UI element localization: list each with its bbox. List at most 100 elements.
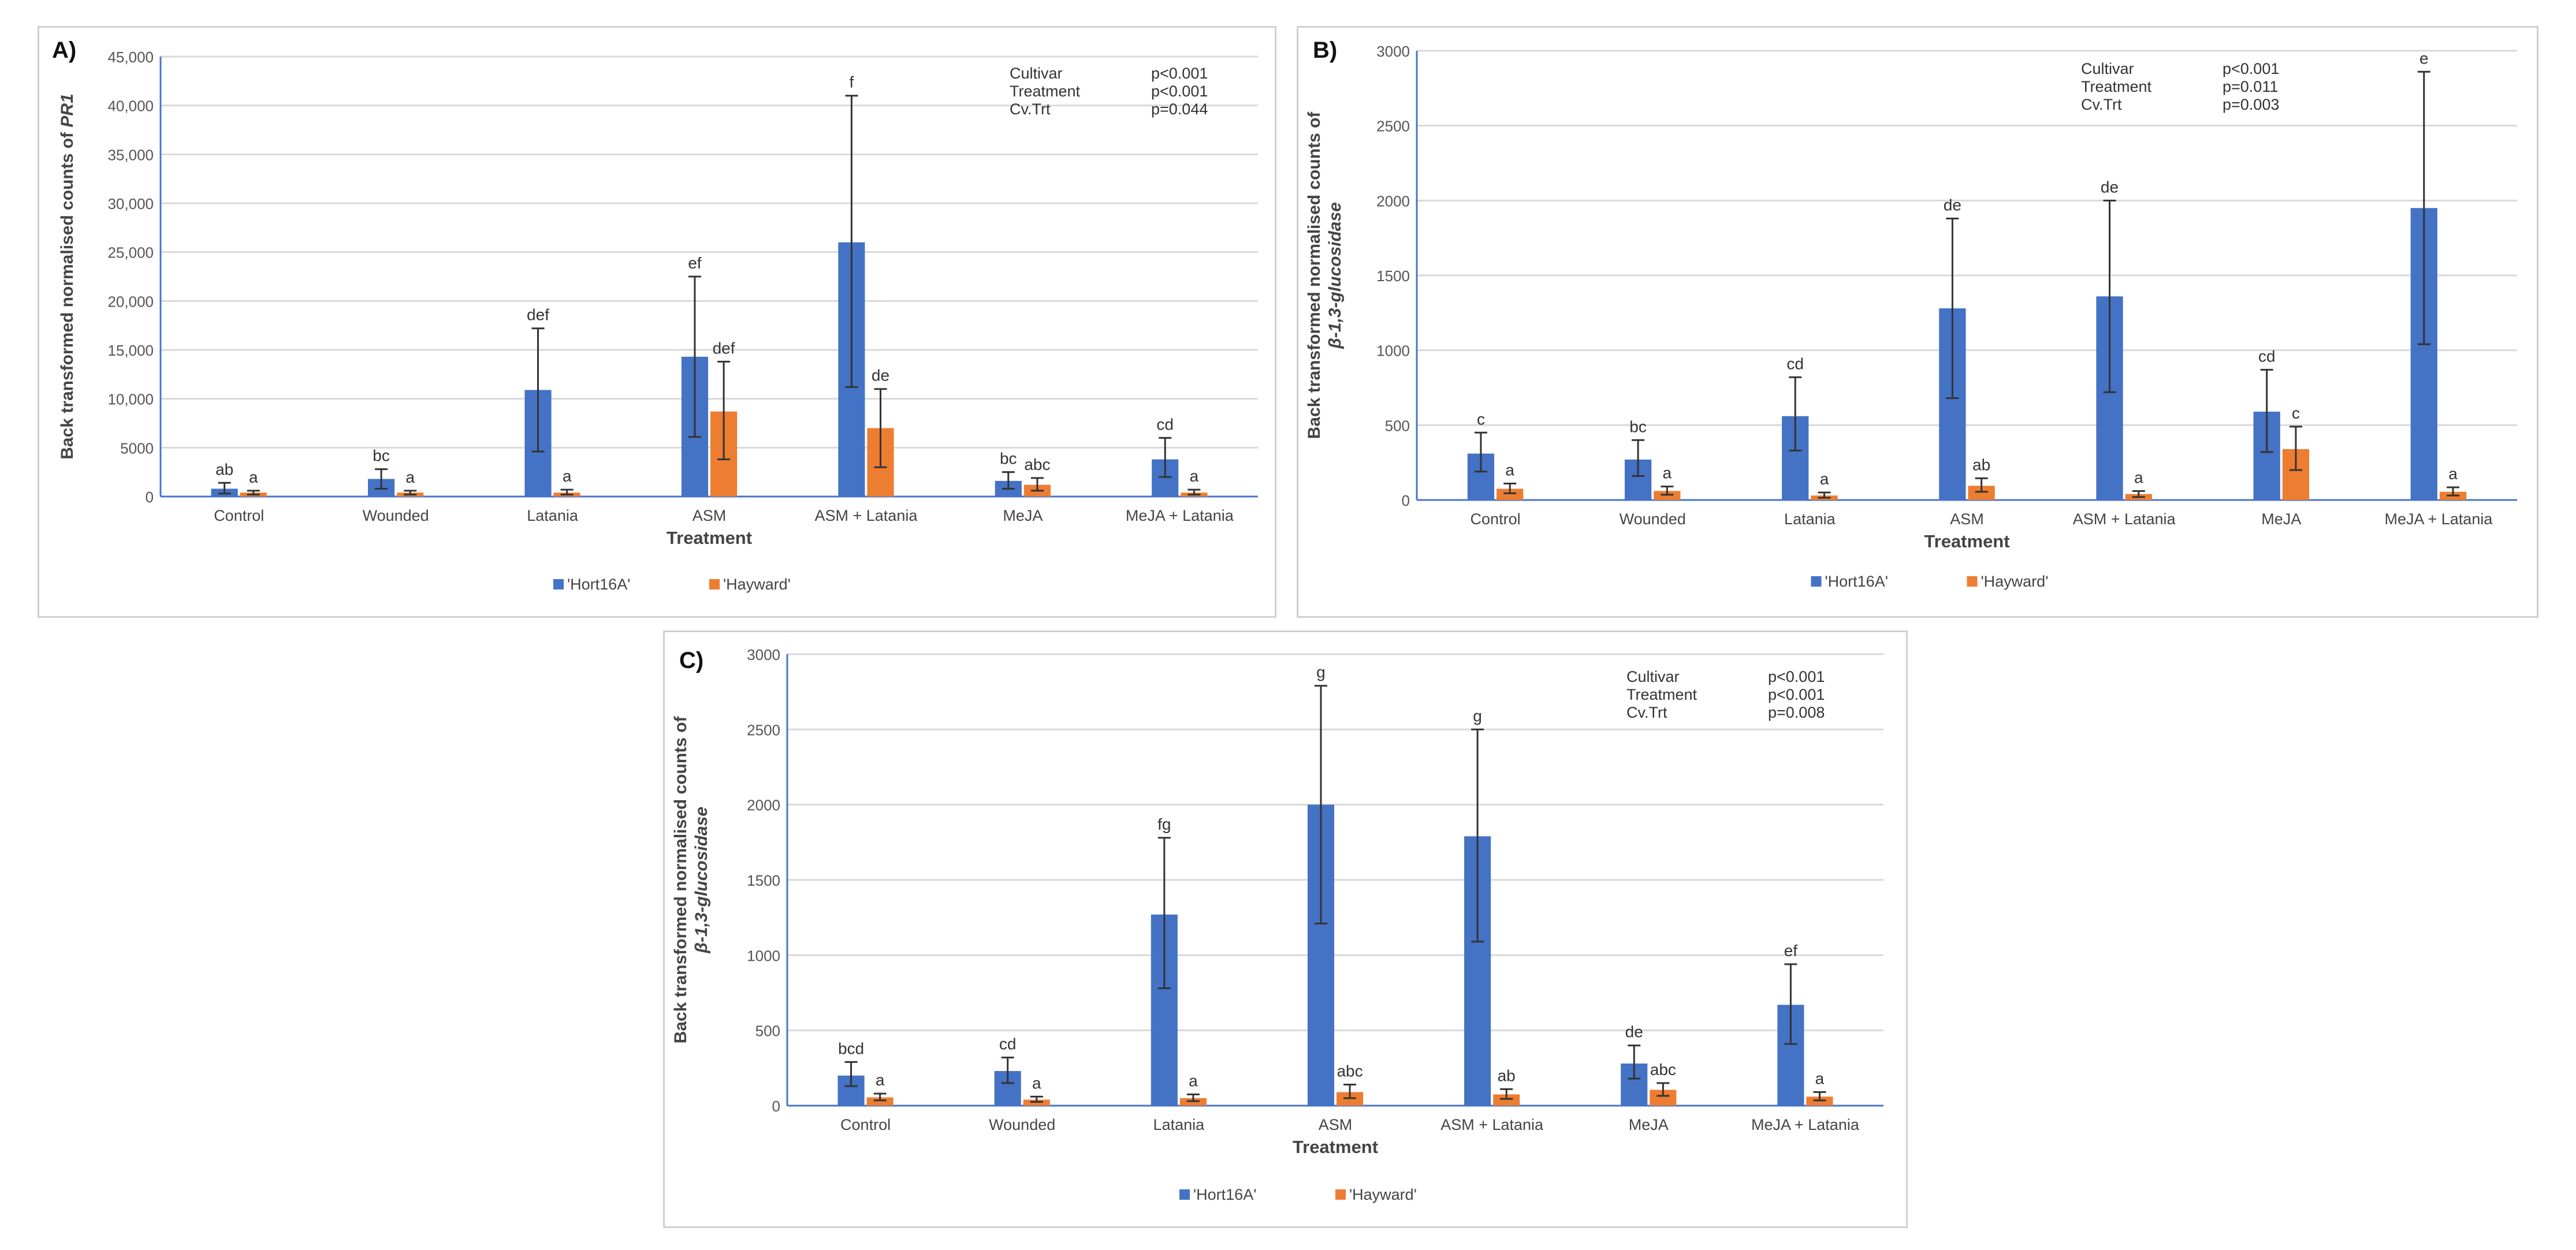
legend-swatch <box>553 579 564 589</box>
x-tick-label: Wounded <box>989 1116 1055 1133</box>
significance-label: de <box>2101 178 2119 196</box>
stats-term: Cultivar <box>1626 668 1680 685</box>
significance-label: a <box>1189 1072 1198 1089</box>
stats-p-value: p<0.001 <box>1768 686 1825 703</box>
legend-swatch <box>1811 576 1822 587</box>
y-axis-title-prefix: Back transformed normalised counts of <box>58 128 77 460</box>
stats-term: Cv.Trt <box>1626 704 1667 721</box>
y-tick-label: 3000 <box>1376 43 1410 60</box>
significance-label: bc <box>1629 417 1647 435</box>
x-axis-title: Treatment <box>1293 1137 1378 1157</box>
panel-label: C) <box>679 648 703 673</box>
stats-term: Cultivar <box>1010 65 1063 82</box>
y-axis-title: Back transformed normalised counts of β-1… <box>1305 111 1345 439</box>
y-axis-title-prefix: Back transformed normalised counts of <box>671 716 690 1044</box>
significance-label: bc <box>1000 450 1017 468</box>
y-tick-label: 2500 <box>747 721 780 738</box>
significance-label: f <box>849 73 854 91</box>
y-tick-label: 2500 <box>1376 118 1410 135</box>
chart-c: 050010001500200025003000bcdaControlcdaWo… <box>671 646 1883 1203</box>
stats-term: Cv.Trt <box>1010 100 1051 118</box>
significance-label: abc <box>1024 456 1050 473</box>
significance-label: cd <box>1786 355 1804 372</box>
significance-label: cd <box>1156 415 1174 433</box>
legend-label: 'Hayward' <box>1349 1186 1417 1203</box>
significance-label: ab <box>1498 1066 1516 1084</box>
significance-label: a <box>249 468 258 486</box>
significance-label: a <box>876 1071 885 1089</box>
significance-label: de <box>1944 196 1961 214</box>
legend-label: 'Hort16A' <box>1193 1186 1256 1203</box>
significance-label: a <box>563 467 572 485</box>
panel-label: B) <box>1313 38 1337 63</box>
stats-p-value: p<0.001 <box>1151 83 1208 100</box>
stats-p-value: p<0.001 <box>2223 60 2279 77</box>
significance-label: def <box>713 339 735 357</box>
y-tick-label: 0 <box>772 1098 780 1115</box>
stats-term: Treatment <box>2081 78 2152 95</box>
legend-label: 'Hort16A' <box>567 576 630 593</box>
stats-p-value: p=0.008 <box>1768 704 1825 721</box>
stats-term: Treatment <box>1010 83 1081 100</box>
y-tick-label: 1500 <box>1376 267 1410 285</box>
significance-label: ab <box>1972 456 1990 473</box>
y-axis-title: Back transformed normalised counts of β-1… <box>671 716 711 1044</box>
y-tick-label: 3000 <box>747 646 780 663</box>
y-tick-label: 15,000 <box>107 342 154 359</box>
x-tick-label: MeJA + Latania <box>1751 1116 1860 1133</box>
y-tick-label: 0 <box>1402 492 1410 509</box>
significance-label: bcd <box>838 1039 864 1057</box>
x-tick-label: ASM + Latania <box>814 507 918 524</box>
significance-label: a <box>1190 467 1199 485</box>
y-tick-label: 25,000 <box>107 244 154 262</box>
x-tick-label: MeJA <box>2261 510 2301 528</box>
y-tick-label: 0 <box>146 488 154 506</box>
y-tick-label: 500 <box>1385 417 1410 434</box>
x-tick-label: ASM <box>1950 510 1984 528</box>
panel-c: 0 500 1000 1500 2000 2500 3000 bcd a Control cd a Wo… <box>663 630 1908 1228</box>
y-axis-title-gene: PR1 <box>58 94 77 127</box>
significance-label: ef <box>688 254 702 272</box>
legend-swatch <box>1967 576 1978 587</box>
y-tick-label: 1500 <box>747 872 780 889</box>
significance-label: g <box>1473 707 1482 725</box>
legend-label: 'Hayward' <box>1981 573 2049 590</box>
y-tick-label: 35,000 <box>107 146 154 163</box>
significance-label: g <box>1316 663 1326 681</box>
panel-b: 0 500 1000 1500 2000 2500 3000 c a Control bc a Woun… <box>1297 26 2538 618</box>
x-tick-label: MeJA + Latania <box>2384 510 2493 528</box>
significance-label: cd <box>2258 347 2276 365</box>
y-axis-title-prefix: Back transformed normalised counts of <box>1305 111 1324 439</box>
significance-label: c <box>1477 410 1485 428</box>
x-tick-label: Latania <box>527 507 579 524</box>
y-axis-title: Back transformed normalised counts of PR… <box>58 94 77 460</box>
x-axis-title: Treatment <box>1924 531 2009 551</box>
significance-label: a <box>1815 1070 1825 1088</box>
y-tick-label: 40,000 <box>107 98 154 115</box>
stats-term: Cv.Trt <box>2081 96 2122 113</box>
stats-term: Cultivar <box>2081 60 2134 77</box>
legend-label: 'Hort16A' <box>1825 573 1888 590</box>
legend-swatch <box>1179 1189 1190 1200</box>
significance-label: e <box>2419 49 2429 67</box>
x-tick-label: ASM <box>693 507 727 524</box>
significance-label: abc <box>1337 1062 1363 1080</box>
stats-p-value: p=0.044 <box>1151 100 1208 118</box>
bar <box>1497 488 1524 500</box>
legend-label: 'Hayward' <box>723 576 791 593</box>
panel-label: A) <box>52 38 76 63</box>
x-tick-label: ASM + Latania <box>1440 1116 1544 1133</box>
y-axis-title-gene: β-1,3-glucosidase <box>1326 202 1345 349</box>
significance-label: ab <box>215 460 233 478</box>
chart-b: 0 500 1000 1500 2000 2500 3000 c a Control bc a Woun… <box>1305 38 2517 590</box>
significance-label: a <box>1820 470 1829 488</box>
significance-label: a <box>1505 461 1514 479</box>
significance-label: cd <box>999 1035 1017 1053</box>
x-tick-label: Wounded <box>1620 510 1686 528</box>
stats-p-value: p<0.001 <box>1151 65 1208 82</box>
bar <box>866 1097 894 1106</box>
y-tick-label: 10,000 <box>107 391 154 408</box>
y-tick-label: 5000 <box>120 439 154 457</box>
x-tick-label: Wounded <box>363 507 429 524</box>
x-tick-label: Control <box>1471 510 1521 528</box>
